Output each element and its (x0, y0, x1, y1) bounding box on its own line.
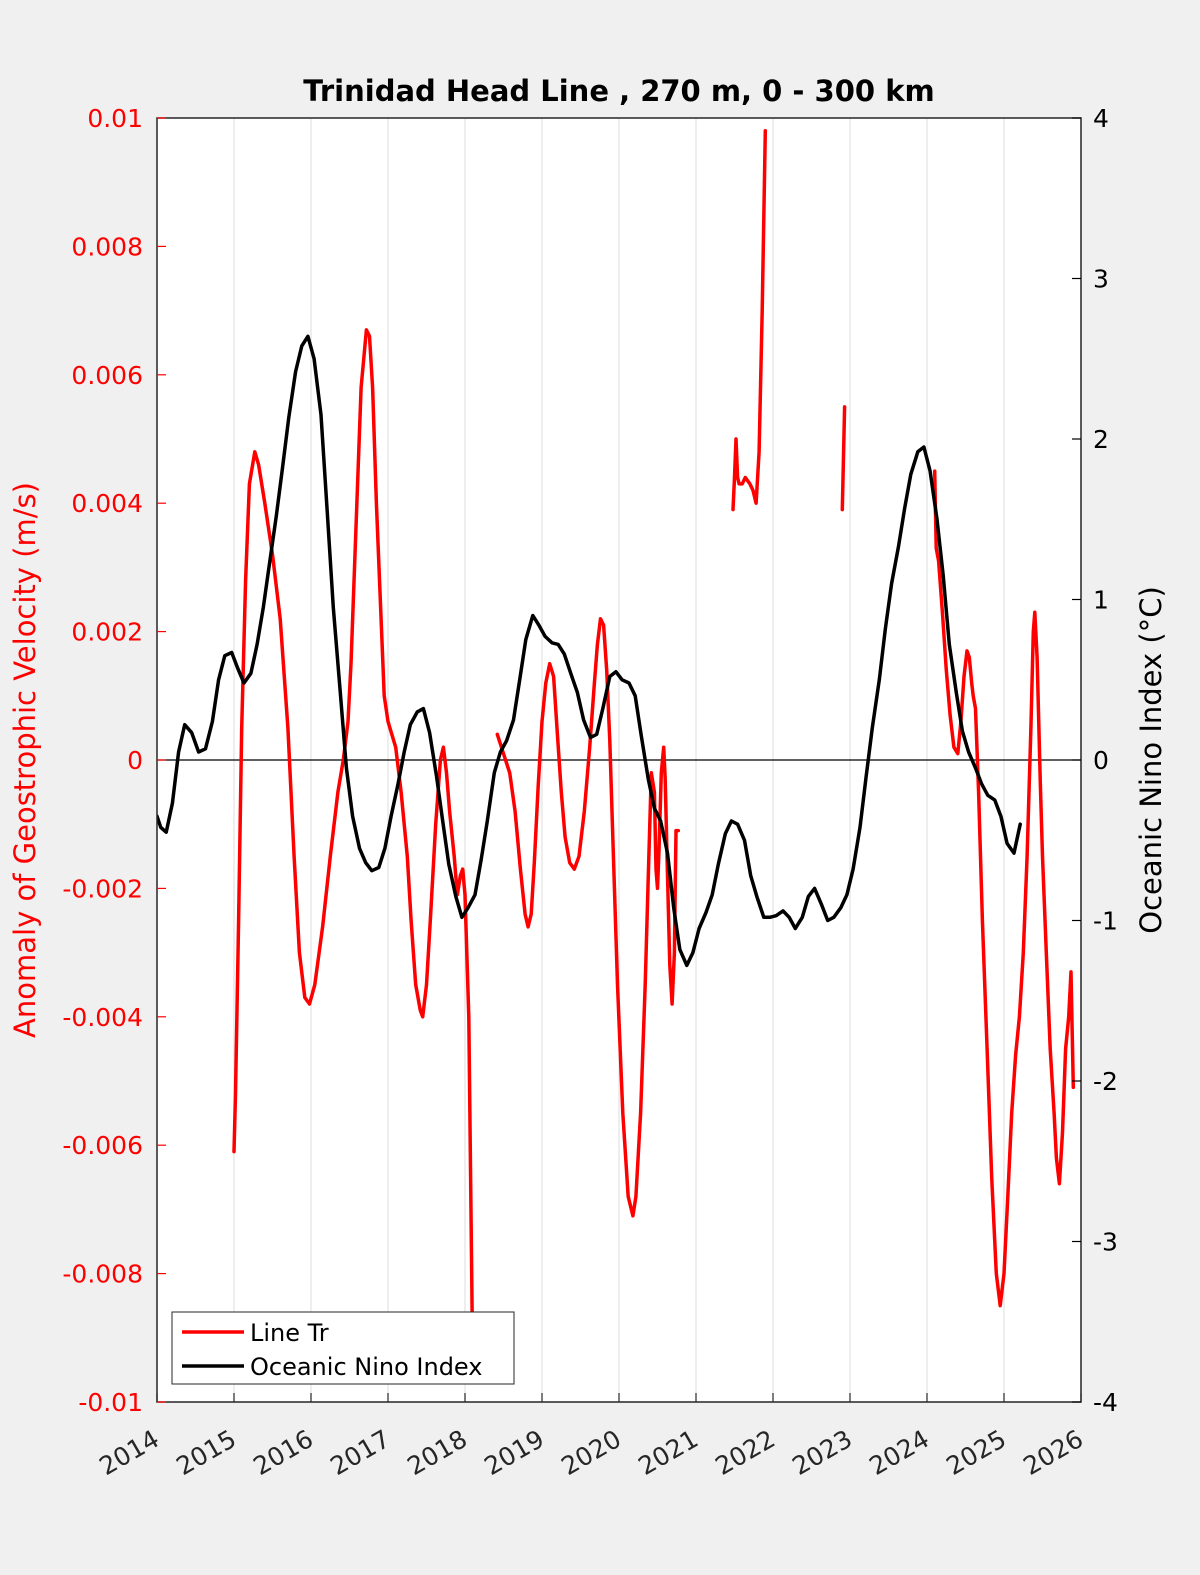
legend-label-line-tr: Line Tr (250, 1319, 329, 1347)
x-tick-label: 2024 (864, 1424, 934, 1481)
legend-box (171, 1311, 515, 1385)
x-tick-label: 2019 (479, 1424, 549, 1481)
x-tick-label: 2025 (941, 1424, 1011, 1481)
y-right-tick-label: 4 (1093, 104, 1109, 133)
y-left-tick-label: 0.004 (71, 489, 143, 518)
y-right-tick-label: -3 (1093, 1228, 1118, 1257)
x-tick-label: 2023 (787, 1424, 857, 1481)
y-left-label: Anomaly of Geostrophic Velocity (m/s) (8, 482, 42, 1038)
y-left-tick-label: -0.002 (62, 874, 143, 903)
series-oceanic-nino-index (157, 334, 1022, 968)
y-right-tick-label: -2 (1093, 1067, 1118, 1096)
y-right-tick-label: 0 (1093, 746, 1109, 775)
y-left-tick-label: 0 (127, 746, 143, 775)
y-left-tick-label: -0.01 (78, 1388, 143, 1417)
y-left-tick-label: 0.01 (87, 104, 143, 133)
x-tick-label: 2018 (402, 1424, 472, 1481)
chart-title: Trinidad Head Line , 270 m, 0 - 300 km (303, 74, 934, 108)
y-left-tick-label: 0.008 (71, 232, 143, 261)
y-right-tick-label: -4 (1093, 1388, 1118, 1417)
legend-label-oni: Oceanic Nino Index (250, 1353, 482, 1381)
series-line-tr-segment-5 (932, 469, 1076, 1308)
series-line-tr-segment-2 (495, 617, 681, 1218)
x-tick-label: 2014 (94, 1424, 164, 1481)
y-left-tick-label: -0.006 (62, 1131, 143, 1160)
y-left-tick-label: -0.008 (62, 1260, 143, 1289)
y-right-tick-label: -1 (1093, 907, 1118, 936)
y-left-tick-label: 0.002 (71, 618, 143, 647)
x-tick-label: 2022 (710, 1424, 780, 1481)
x-tick-label: 2026 (1018, 1424, 1088, 1481)
x-tick-label: 2021 (633, 1424, 703, 1481)
y-left-tick-label: 0.006 (71, 361, 143, 390)
y-right-tick-label: 3 (1093, 265, 1109, 294)
y-right-tick-label: 1 (1093, 586, 1109, 615)
x-tick-label: 2020 (556, 1424, 626, 1481)
y-left-tick-label: -0.004 (62, 1003, 143, 1032)
series-line-tr-segment-4 (840, 405, 847, 512)
x-tick-label: 2017 (325, 1424, 395, 1481)
series-layer (157, 129, 1076, 1366)
series-line-tr-segment-3 (731, 129, 768, 512)
legend: Line Tr Oceanic Nino Index (171, 1311, 515, 1385)
x-tick-label: 2016 (248, 1424, 318, 1481)
y-right-label: Oceanic Nino Index (°C) (1134, 586, 1168, 934)
x-tick-label: 2015 (171, 1424, 241, 1481)
y-right-tick-label: 2 (1093, 425, 1109, 454)
